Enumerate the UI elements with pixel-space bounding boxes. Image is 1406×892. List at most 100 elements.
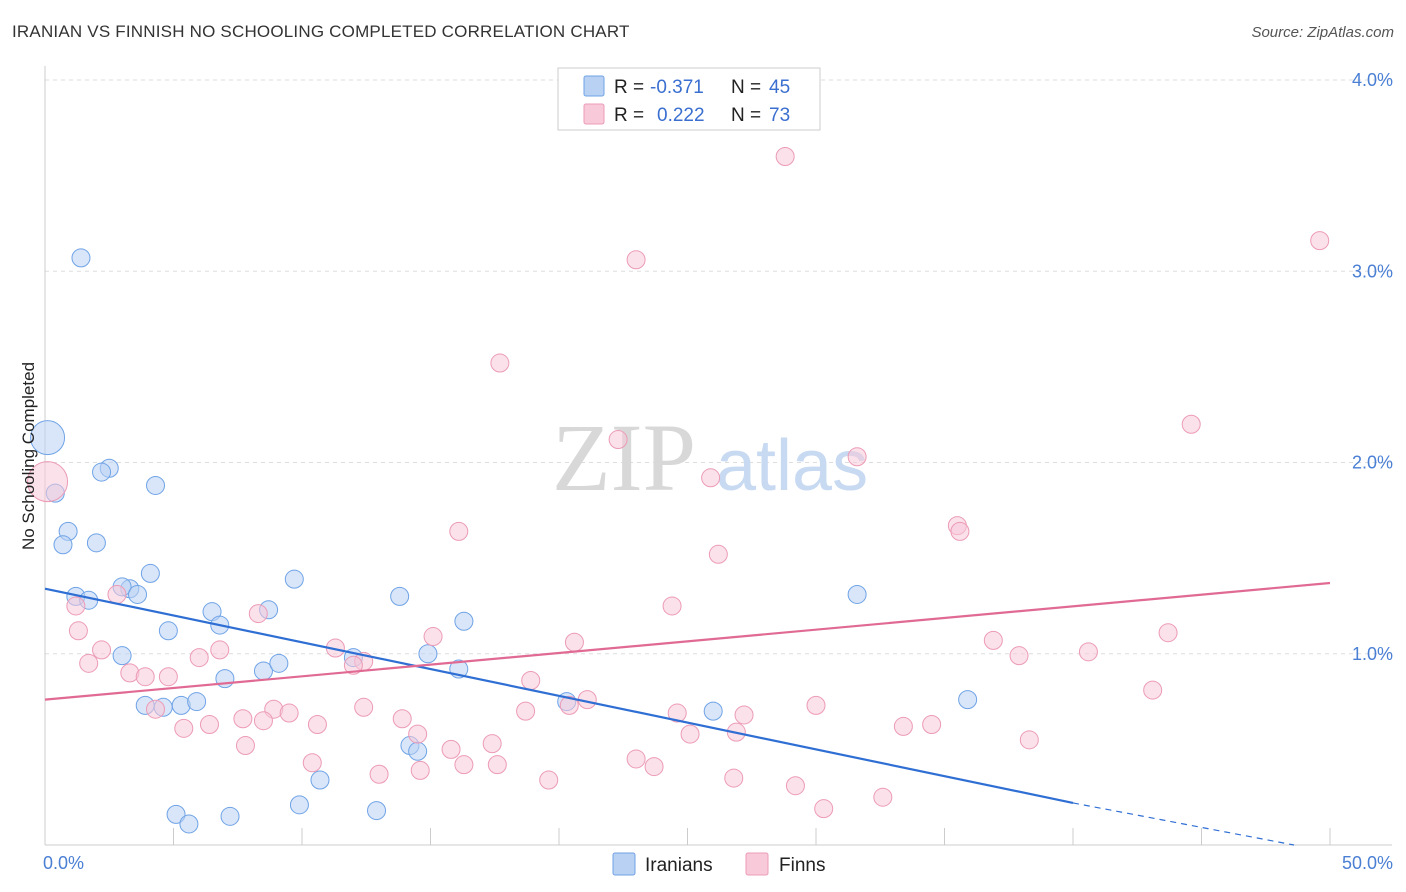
finn-point-32 [158, 667, 178, 687]
source-credit: Source: ZipAtlas.com [1251, 24, 1394, 41]
x-tick-label-0: 0.0% [43, 853, 84, 873]
finn-point-33 [135, 667, 155, 687]
iranian-point-28 [418, 644, 438, 664]
finn-point-57 [235, 736, 255, 756]
finn-point-24 [92, 640, 112, 660]
finn-point-4 [490, 353, 510, 373]
finn-point-69 [724, 768, 744, 788]
finn-point-27 [189, 648, 209, 668]
finn-point-13 [66, 596, 86, 616]
bottom-legend-label-iranians: Iranians [645, 855, 713, 876]
finn-point-19 [564, 632, 584, 652]
iranian-point-15 [284, 569, 304, 589]
finn-point-48 [199, 715, 219, 735]
finn-point-46 [392, 709, 412, 729]
finn-point-67 [410, 760, 430, 780]
finn-point-20 [983, 630, 1003, 650]
iranian-point-42 [166, 804, 186, 824]
legend-n-value-iranians: 45 [769, 77, 790, 98]
finn-point-25 [1009, 646, 1029, 666]
watermark-zip: ZIP [552, 404, 696, 511]
iranian-point-22 [847, 584, 867, 604]
legend-swatch-finns [583, 103, 605, 125]
finn-point-30 [343, 655, 363, 675]
iranian-point-26 [269, 653, 289, 673]
legend-r-value-finns: 0.222 [657, 105, 705, 126]
finn-point-38 [806, 695, 826, 715]
iranian-point-8 [86, 533, 106, 553]
finn-point-68 [539, 770, 559, 790]
finn-point-0 [27, 461, 69, 503]
finn-point-65 [487, 755, 507, 775]
y-tick-label-3: 4.0% [1352, 70, 1393, 90]
finn-point-18 [423, 627, 443, 647]
finn-point-14 [107, 584, 127, 604]
watermark-atlas: atlas [716, 426, 868, 506]
iranian-point-21 [454, 611, 474, 631]
finn-point-47 [307, 715, 327, 735]
finn-point-16 [662, 596, 682, 616]
finn-point-56 [408, 724, 428, 744]
finn-point-72 [873, 787, 893, 807]
bottom-legend: Iranians Finns [612, 852, 825, 876]
finn-point-1 [775, 147, 795, 166]
finn-point-54 [680, 724, 700, 744]
iranian-point-23 [112, 646, 132, 666]
finn-point-44 [233, 709, 253, 729]
legend-n-label-iranians: N = [731, 77, 761, 98]
iranian-point-33 [187, 692, 207, 712]
legend-swatch-iranians [583, 75, 605, 97]
finn-point-43 [734, 705, 754, 725]
finn-point-7 [847, 447, 867, 467]
iranian-point-39 [310, 770, 330, 790]
iranian-point-4 [92, 462, 112, 482]
finn-point-63 [644, 757, 664, 777]
grid-layer [45, 79, 1392, 655]
finn-point-39 [354, 697, 374, 717]
finn-point-52 [893, 716, 913, 736]
finn-point-28 [79, 653, 99, 673]
iranian-point-9 [140, 563, 160, 583]
finn-point-51 [174, 718, 194, 738]
iranian-point-40 [289, 795, 309, 815]
iranian-point-1 [30, 420, 66, 456]
iranian-point-38 [408, 741, 428, 761]
finn-point-62 [626, 749, 646, 769]
iranian-point-0 [71, 248, 91, 268]
finn-point-12 [708, 544, 728, 564]
axes-layer [44, 66, 1392, 846]
iranian-point-20 [390, 586, 410, 606]
finn-point-15 [248, 604, 268, 624]
y-tick-label-0: 1.0% [1352, 644, 1393, 664]
ticks-layer: 1.0% 2.0% 3.0% 4.0% 0.0% 50.0% [43, 70, 1393, 873]
legend-r-label-iranians: R = [614, 77, 644, 98]
iranian-point-35 [703, 701, 723, 721]
legend-n-value-finns: 73 [769, 105, 790, 126]
finn-trend-line [44, 581, 1331, 701]
finn-point-5 [1181, 414, 1201, 434]
finn-point-17 [68, 621, 88, 641]
legend-n-label-finns: N = [731, 105, 761, 126]
finn-point-53 [922, 715, 942, 735]
iranian-trend-line [44, 587, 1074, 805]
finn-point-21 [1158, 623, 1178, 643]
bottom-legend-label-finns: Finns [779, 855, 825, 876]
finn-point-10 [950, 521, 970, 541]
x-tick-label-1: 50.0% [1342, 853, 1393, 873]
finn-point-41 [516, 701, 536, 721]
iranian-point-36 [958, 690, 978, 710]
iranian-point-44 [220, 806, 240, 826]
iranian-point-12 [128, 584, 148, 604]
iranian-point-19 [158, 621, 178, 641]
iranian-trend-extension [1072, 802, 1295, 846]
finn-point-49 [146, 699, 166, 719]
trend-layer [44, 581, 1331, 846]
finn-point-45 [253, 711, 273, 731]
finn-point-8 [701, 468, 721, 488]
finn-point-3 [1310, 231, 1330, 251]
iranian-point-5 [146, 475, 166, 495]
legend-r-label-finns: R = [614, 105, 644, 126]
bottom-legend-swatch-finns [745, 852, 769, 876]
legend-r-value-iranians: -0.371 [650, 77, 704, 98]
